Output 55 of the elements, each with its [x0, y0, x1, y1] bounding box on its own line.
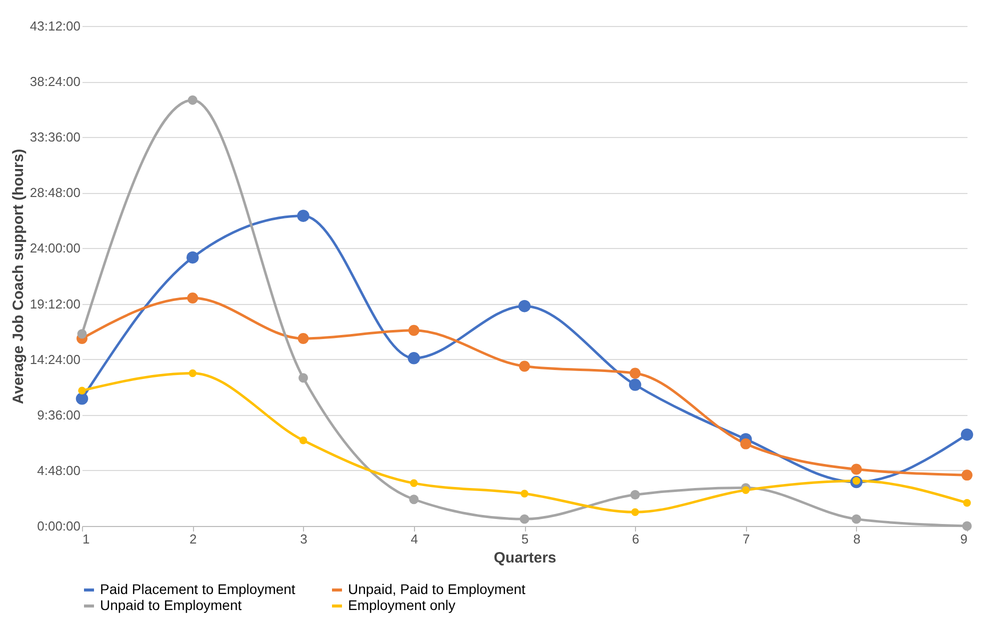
legend-label: Employment only: [348, 597, 456, 613]
y-tick-label: 28:48:00: [30, 185, 80, 200]
point: [186, 251, 199, 264]
point: [408, 352, 420, 364]
x-tick-label: 2: [190, 532, 197, 546]
point: [78, 386, 86, 394]
point: [852, 514, 862, 524]
y-tick-label: 43:12:00: [30, 18, 80, 34]
point: [963, 498, 971, 507]
y-tick-label: 19:12:00: [30, 296, 80, 312]
point: [740, 438, 752, 450]
legend-label: Unpaid, Paid to Employment: [348, 581, 526, 597]
y-tick-label: 24:00:00: [30, 240, 80, 256]
y-axis-title: Average Job Coach support (hours): [10, 148, 27, 404]
y-tick-label: 14:24:00: [30, 352, 80, 367]
point: [298, 373, 308, 383]
point: [850, 464, 862, 475]
y-tick-label: 9:36:00: [37, 407, 80, 422]
x-tick-label: 3: [300, 532, 308, 546]
point: [962, 470, 972, 481]
point: [409, 494, 419, 504]
point: [630, 368, 641, 379]
x-tick-label: 1: [82, 532, 90, 546]
x-tick-label: 4: [410, 532, 418, 546]
point: [519, 360, 530, 372]
point: [520, 490, 528, 498]
point: [408, 324, 420, 336]
point: [631, 508, 639, 516]
x-tick-label: 9: [960, 532, 968, 546]
point: [298, 333, 309, 344]
y-tick-label: 4:48:00: [37, 462, 80, 478]
point: [960, 428, 974, 441]
point: [77, 329, 87, 339]
x-axis-title: Quarters: [494, 550, 556, 566]
point: [518, 300, 531, 312]
point: [742, 486, 750, 494]
point: [630, 490, 640, 500]
x-tick-label: 6: [632, 532, 640, 546]
point: [520, 514, 530, 524]
y-tick-label: 0:00:00: [37, 518, 80, 534]
y-tick-label: 33:36:00: [30, 130, 80, 145]
point: [629, 378, 642, 391]
point: [188, 369, 196, 378]
point: [188, 95, 198, 105]
y-tick-label: 38:24:00: [30, 74, 80, 90]
point: [299, 436, 308, 444]
x-tick-label: 7: [742, 532, 750, 546]
point: [297, 210, 310, 222]
x-tick-label: 8: [853, 532, 860, 546]
legend-label: Unpaid to Employment: [100, 597, 242, 613]
point: [76, 392, 88, 405]
x-tick-label: 5: [521, 532, 529, 546]
legend-label: Paid Placement to Employment: [100, 581, 296, 597]
point: [410, 479, 418, 488]
point: [187, 292, 198, 304]
